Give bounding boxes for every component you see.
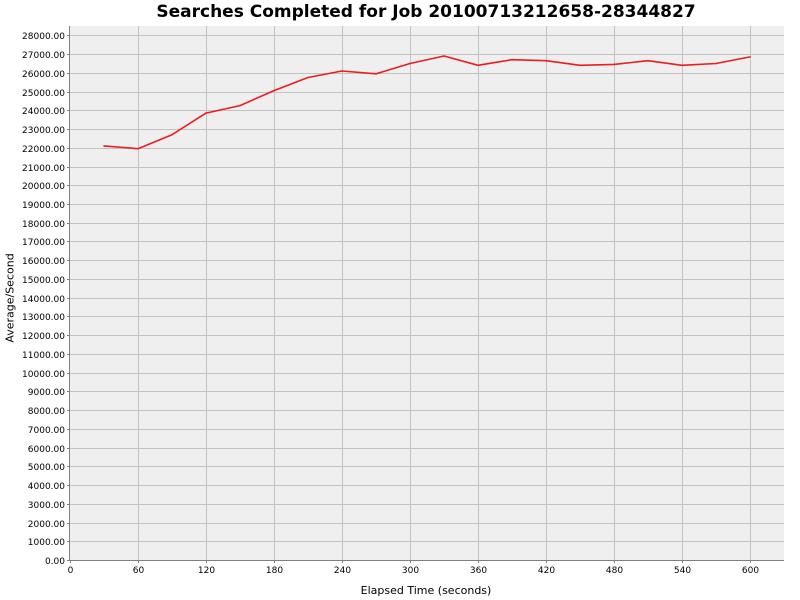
x-tick-label: 420 <box>538 566 555 576</box>
x-tick-label: 480 <box>606 566 623 576</box>
y-tick-label: 18000.00 <box>22 220 65 230</box>
data-point <box>375 73 377 75</box>
y-tick-label: 2000.00 <box>28 520 65 530</box>
data-point <box>341 70 343 72</box>
y-tick-label: 27000.00 <box>22 51 65 61</box>
series-layer <box>103 55 751 150</box>
x-tick-label: 240 <box>334 566 351 576</box>
data-point <box>239 104 241 107</box>
y-tick-label: 5000.00 <box>28 463 65 473</box>
data-point <box>443 55 445 57</box>
data-point <box>545 59 547 62</box>
data-point <box>647 59 649 62</box>
y-tick-label: 10000.00 <box>22 370 65 380</box>
data-point <box>137 147 139 150</box>
y-tick-label: 12000.00 <box>22 332 65 342</box>
y-tick-label: 23000.00 <box>22 126 65 136</box>
y-tick-label: 11000.00 <box>22 351 65 361</box>
chart-title: Searches Completed for Job 2010071321265… <box>156 2 696 22</box>
y-tick-label: 25000.00 <box>22 89 65 99</box>
y-tick-label: 16000.00 <box>22 257 65 267</box>
y-tick-label: 21000.00 <box>22 164 65 174</box>
y-tick-label: 15000.00 <box>22 276 65 286</box>
y-tick-label: 1000.00 <box>28 538 65 548</box>
data-point <box>715 62 717 65</box>
y-tick-label: 4000.00 <box>28 482 65 492</box>
y-tick-label: 13000.00 <box>22 313 65 323</box>
y-tick-label: 28000.00 <box>22 32 65 42</box>
y-tick-label: 24000.00 <box>22 107 65 117</box>
data-point <box>409 62 411 65</box>
data-point <box>511 58 513 61</box>
y-tick-label: 6000.00 <box>28 445 65 455</box>
x-tick-label: 600 <box>742 566 759 576</box>
plot-area <box>70 26 784 560</box>
x-tick-label: 360 <box>470 566 487 576</box>
data-point <box>273 89 275 92</box>
x-axis-ticks: 0 60 120 180 240 300 360 420 480 540 600 <box>68 560 759 576</box>
data-point <box>681 64 683 67</box>
data-point <box>613 63 615 66</box>
data-point <box>749 56 751 58</box>
data-point <box>205 112 207 114</box>
data-point <box>171 133 173 136</box>
data-point <box>307 76 309 79</box>
y-tick-label: 3000.00 <box>28 501 65 511</box>
x-tick-label: 0 <box>68 566 74 576</box>
y-tick-label: 22000.00 <box>22 145 65 155</box>
x-tick-label: 300 <box>402 566 419 576</box>
y-tick-label: 8000.00 <box>28 407 65 417</box>
x-tick-label: 120 <box>198 566 215 576</box>
x-tick-label: 180 <box>266 566 283 576</box>
series-line <box>103 55 751 150</box>
x-gridlines <box>138 26 751 560</box>
x-tick-label: 60 <box>133 566 145 576</box>
y-tick-label: 7000.00 <box>28 426 65 436</box>
data-point <box>477 64 479 67</box>
y-tick-label: 20000.00 <box>22 182 65 192</box>
y-axis-ticks: 0.00 1000.00 2000.00 3000.00 4000.00 5000.00 6… <box>22 32 70 567</box>
data-point <box>103 145 105 147</box>
y-tick-label: 17000.00 <box>22 238 65 248</box>
y-tick-label: 19000.00 <box>22 201 65 211</box>
y-gridlines <box>70 35 784 542</box>
axes <box>69 26 784 561</box>
y-tick-label: 26000.00 <box>22 70 65 80</box>
x-axis-label: Elapsed Time (seconds) <box>360 584 492 597</box>
y-tick-label: 14000.00 <box>22 295 65 305</box>
x-tick-label: 540 <box>674 566 691 576</box>
y-tick-label: 9000.00 <box>28 388 65 398</box>
data-point <box>579 64 581 67</box>
y-tick-label: 0.00 <box>45 557 65 567</box>
